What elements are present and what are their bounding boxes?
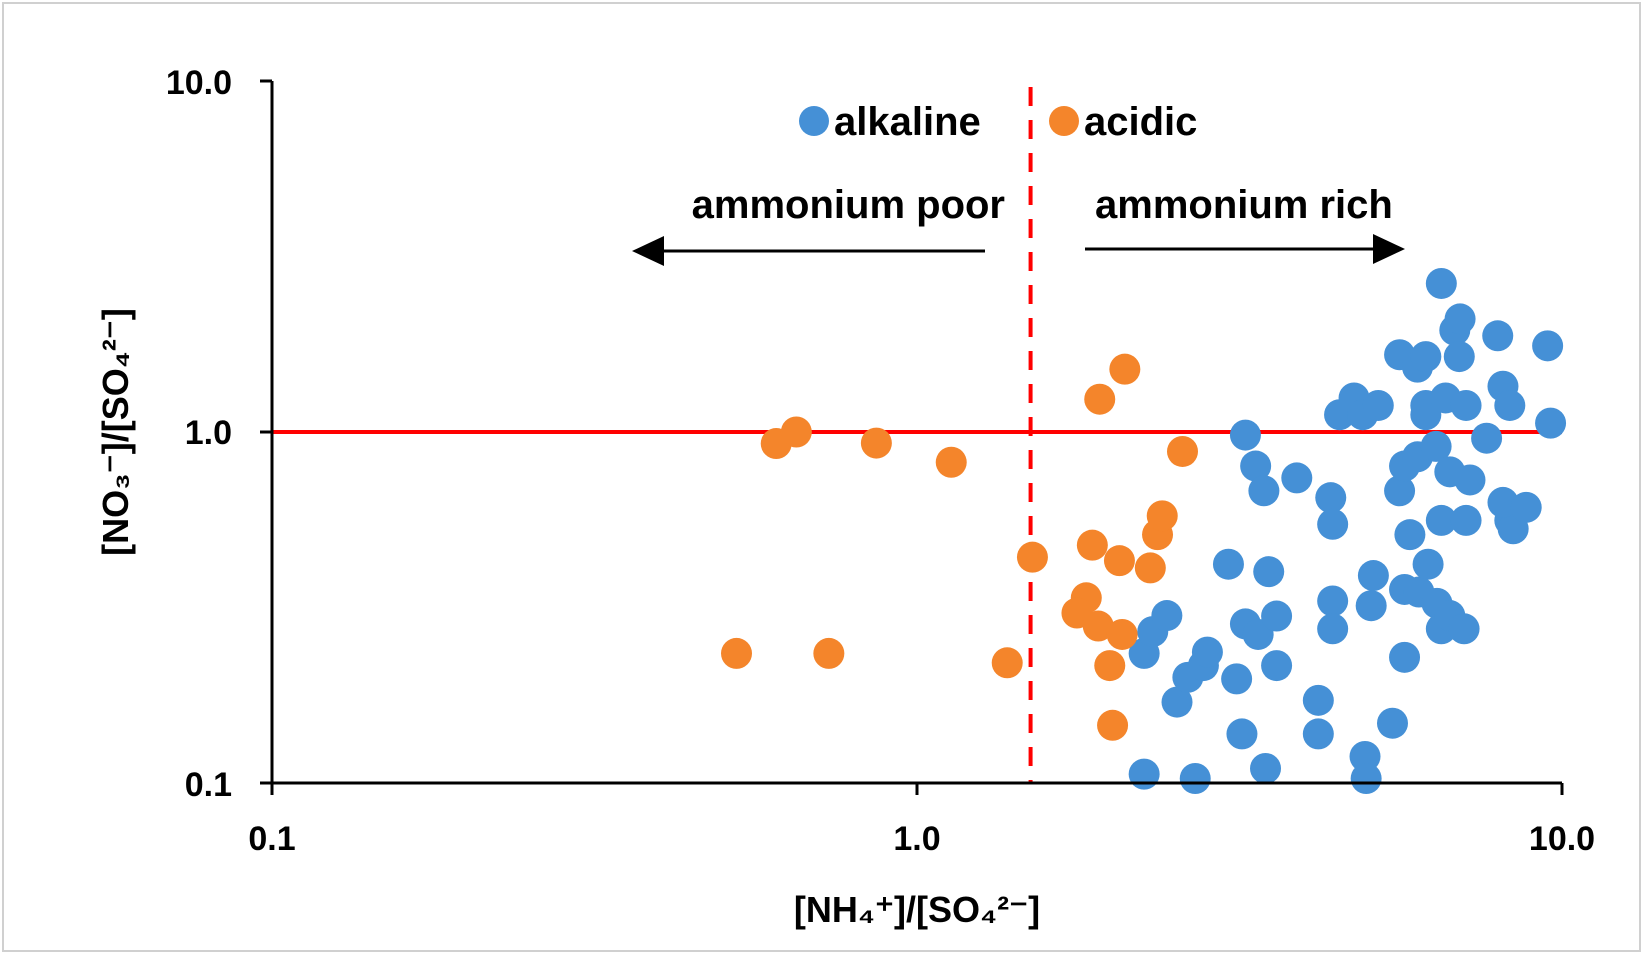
data-point-alkaline	[1350, 762, 1382, 794]
legend-marker-acidic	[1049, 106, 1079, 136]
data-point-alkaline	[1487, 486, 1519, 518]
data-point-alkaline	[1389, 641, 1421, 673]
data-point-acidic	[813, 637, 845, 669]
data-point-alkaline	[1261, 600, 1293, 632]
data-point-acidic	[1103, 545, 1135, 577]
data-point-acidic	[1097, 709, 1129, 741]
annotation-ammonium-rich: ammonium rich	[1095, 183, 1393, 227]
data-point-alkaline	[1448, 613, 1480, 645]
data-point-alkaline	[1250, 752, 1282, 784]
data-point-acidic	[1109, 353, 1141, 385]
x-tick-label: 0.1	[248, 820, 295, 858]
data-point-alkaline	[1532, 330, 1564, 362]
data-point-alkaline	[1444, 303, 1476, 335]
x-tick-label: 1.0	[893, 820, 940, 858]
y-tick-label: 1.0	[185, 414, 232, 452]
data-point-alkaline	[1161, 686, 1193, 718]
data-point-acidic	[935, 446, 967, 478]
data-point-alkaline	[1315, 482, 1347, 514]
legend-label-acidic: acidic	[1084, 100, 1197, 144]
data-point-alkaline	[1384, 475, 1416, 507]
data-point-acidic	[1016, 541, 1048, 573]
data-point-alkaline	[1362, 389, 1394, 421]
y-tick-label: 10.0	[166, 64, 232, 102]
data-point-alkaline	[1355, 590, 1387, 622]
data-point-acidic	[1084, 383, 1116, 415]
legend-label-alkaline: alkaline	[834, 100, 981, 144]
data-point-alkaline	[1261, 650, 1293, 682]
data-point-alkaline	[1454, 464, 1486, 496]
data-point-alkaline	[1317, 613, 1349, 645]
y-tick-label: 0.1	[185, 766, 232, 804]
data-point-alkaline	[1349, 740, 1381, 772]
annotation-ammonium-poor: ammonium poor	[692, 183, 1005, 227]
data-point-acidic	[860, 427, 892, 459]
ammonium-rich-arrowhead	[1373, 234, 1405, 264]
data-point-alkaline	[1212, 548, 1244, 580]
data-point-alkaline	[1494, 389, 1526, 421]
data-point-alkaline	[1302, 684, 1334, 716]
data-point-alkaline	[1179, 762, 1211, 794]
x-axis-label: [NH₄⁺]/[SO₄²⁻]	[794, 889, 1040, 930]
data-point-alkaline	[1191, 636, 1223, 668]
data-point-alkaline	[1221, 663, 1253, 695]
data-point-alkaline	[1443, 341, 1475, 373]
data-point-acidic	[780, 416, 812, 448]
data-point-alkaline	[1226, 718, 1258, 750]
data-point-acidic	[1094, 650, 1126, 682]
data-point-alkaline	[1482, 320, 1514, 352]
data-point-alkaline	[1510, 491, 1542, 523]
data-point-alkaline	[1357, 560, 1389, 592]
data-point-acidic	[1134, 552, 1166, 584]
data-point-alkaline	[1302, 718, 1334, 750]
data-point-acidic	[1166, 435, 1198, 467]
data-point-alkaline	[1425, 504, 1457, 536]
data-point-alkaline	[1420, 430, 1452, 462]
data-point-acidic	[1146, 500, 1178, 532]
y-axis-label: [NO₃⁻]/[SO₄²⁻]	[95, 308, 136, 556]
data-point-acidic	[721, 637, 753, 669]
data-point-alkaline	[1128, 758, 1160, 790]
data-point-alkaline	[1450, 389, 1482, 421]
data-point-alkaline	[1240, 450, 1272, 482]
data-point-alkaline	[1471, 422, 1503, 454]
data-point-alkaline	[1410, 341, 1442, 373]
data-point-alkaline	[1535, 407, 1567, 439]
data-point-acidic	[1082, 610, 1114, 642]
data-point-alkaline	[1281, 462, 1313, 494]
x-tick-label: 10.0	[1529, 820, 1595, 858]
data-point-alkaline	[1317, 508, 1349, 540]
data-point-alkaline	[1317, 585, 1349, 617]
data-point-alkaline	[1376, 707, 1408, 739]
data-point-alkaline	[1253, 556, 1285, 588]
ammonium-poor-arrowhead	[632, 236, 664, 266]
data-point-alkaline	[1229, 419, 1261, 451]
data-point-alkaline	[1248, 475, 1280, 507]
data-point-alkaline	[1425, 267, 1457, 299]
data-point-alkaline	[1412, 548, 1444, 580]
data-point-alkaline	[1151, 600, 1183, 632]
data-point-alkaline	[1394, 519, 1426, 551]
data-point-acidic	[1076, 529, 1108, 561]
legend-marker-alkaline	[799, 106, 829, 136]
data-point-alkaline	[1450, 504, 1482, 536]
data-point-acidic	[1106, 618, 1138, 650]
data-point-acidic	[991, 647, 1023, 679]
